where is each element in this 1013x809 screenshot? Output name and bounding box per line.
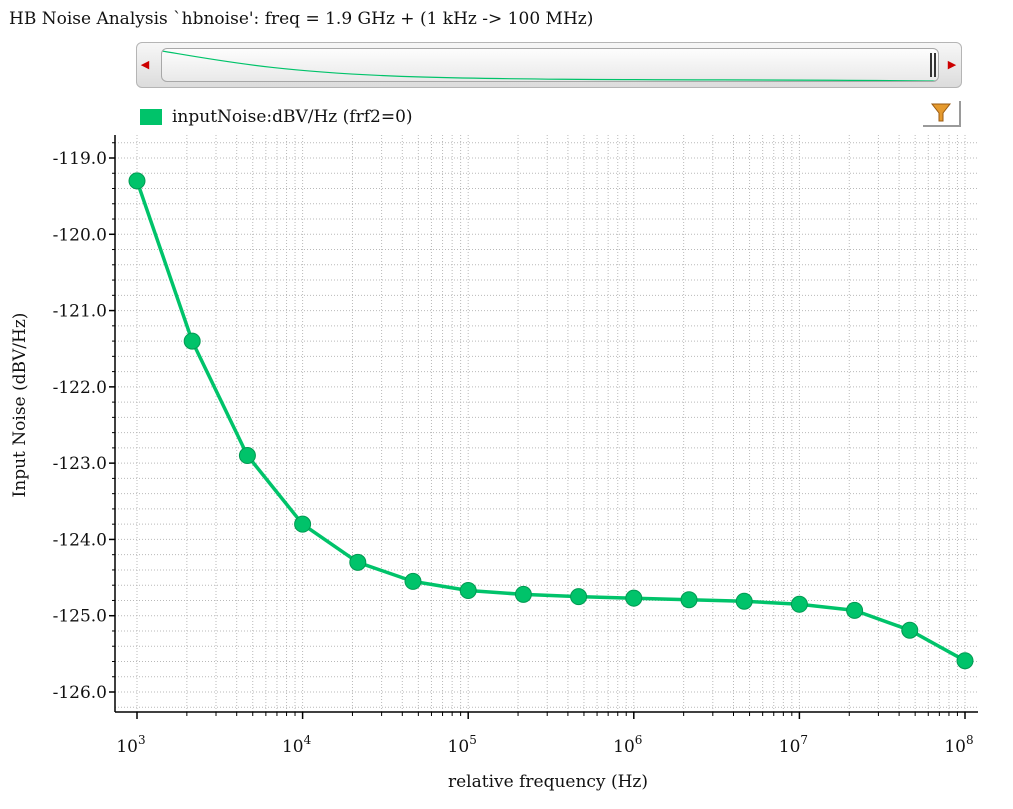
scroll-left-arrow-icon[interactable]: ◀ bbox=[140, 58, 150, 71]
x-tick-label: 106 bbox=[613, 733, 642, 757]
data-point bbox=[625, 589, 643, 607]
overview-curve bbox=[162, 50, 938, 81]
data-point bbox=[459, 582, 477, 600]
data-point bbox=[349, 553, 367, 571]
series-line bbox=[135, 180, 966, 663]
data-point bbox=[790, 595, 808, 613]
overview-track[interactable] bbox=[161, 48, 939, 82]
data-point bbox=[514, 585, 532, 603]
right-range-handle[interactable] bbox=[930, 53, 936, 77]
x-tick-label: 108 bbox=[944, 733, 973, 757]
y-tick-label: -120.0 bbox=[53, 225, 107, 245]
window-title: HB Noise Analysis `hbnoise': freq = 1.9 … bbox=[9, 9, 594, 29]
data-point bbox=[238, 447, 256, 465]
data-point bbox=[128, 172, 146, 190]
funnel-icon bbox=[930, 103, 952, 122]
y-tick-label: -123.0 bbox=[53, 454, 107, 474]
y-axis-label: Input Noise (dBV/Hz) bbox=[10, 312, 30, 498]
legend-label: inputNoise:dBV/Hz (frf2=0) bbox=[172, 107, 413, 127]
y-tick-label: -122.0 bbox=[53, 378, 107, 398]
data-point bbox=[404, 572, 422, 590]
data-point bbox=[735, 592, 753, 610]
data-point bbox=[294, 515, 312, 533]
data-point bbox=[680, 591, 698, 609]
x-axis-label: relative frequency (Hz) bbox=[448, 772, 648, 792]
overview-scrollbar[interactable]: ◀ ▶ bbox=[136, 42, 962, 88]
data-point bbox=[570, 588, 588, 606]
scroll-right-arrow-icon[interactable]: ▶ bbox=[947, 58, 957, 71]
data-point bbox=[956, 652, 974, 670]
legend-swatch bbox=[140, 109, 162, 125]
y-tick-label: -125.0 bbox=[53, 607, 107, 627]
grid-lines bbox=[115, 135, 978, 712]
data-point bbox=[901, 621, 919, 639]
legend: inputNoise:dBV/Hz (frf2=0) bbox=[140, 106, 413, 128]
x-tick-label: 103 bbox=[116, 733, 145, 757]
y-tick-label: -119.0 bbox=[53, 149, 107, 169]
filter-button[interactable] bbox=[923, 101, 961, 127]
x-tick-label: 104 bbox=[282, 733, 312, 757]
x-tick-label: 105 bbox=[448, 733, 477, 757]
data-point bbox=[183, 332, 201, 350]
y-tick-label: -124.0 bbox=[53, 530, 107, 550]
x-tick-label: 107 bbox=[779, 733, 808, 757]
data-point bbox=[846, 601, 864, 619]
y-tick-label: -121.0 bbox=[53, 302, 107, 322]
y-tick-label: -126.0 bbox=[53, 683, 107, 703]
